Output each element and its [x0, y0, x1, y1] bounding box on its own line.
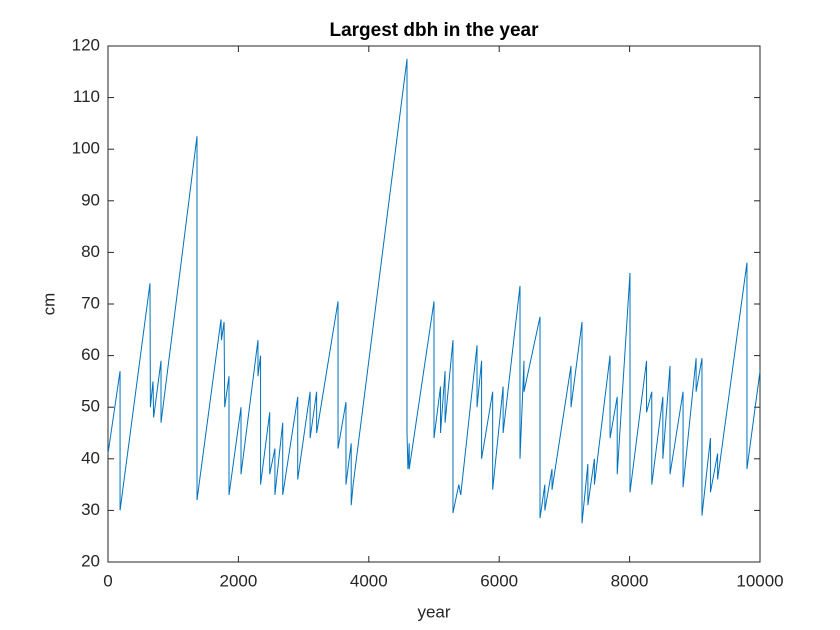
x-tick-label: 6000 [480, 571, 518, 590]
x-tick-label: 2000 [219, 571, 257, 590]
y-tick-label: 100 [72, 139, 100, 158]
y-tick-label: 120 [72, 35, 100, 54]
x-tick-label: 10000 [736, 571, 783, 590]
y-tick-label: 20 [81, 551, 100, 570]
y-tick-label: 50 [81, 397, 100, 416]
y-tick-label: 90 [81, 190, 100, 209]
y-tick-label: 40 [81, 448, 100, 467]
y-tick-label: 60 [81, 345, 100, 364]
data-line [107, 58, 761, 524]
x-tick-label: 8000 [611, 571, 649, 590]
x-axis-label: year [417, 602, 450, 621]
y-tick-label: 80 [81, 242, 100, 261]
chart-title: Largest dbh in the year [329, 20, 539, 41]
y-tick-label: 30 [81, 500, 100, 519]
x-tick-label: 0 [103, 571, 112, 590]
y-tick-label: 70 [81, 293, 100, 312]
y-axis-label: cm [39, 293, 58, 316]
x-tick-label: 4000 [350, 571, 388, 590]
y-tick-label: 110 [73, 87, 100, 106]
